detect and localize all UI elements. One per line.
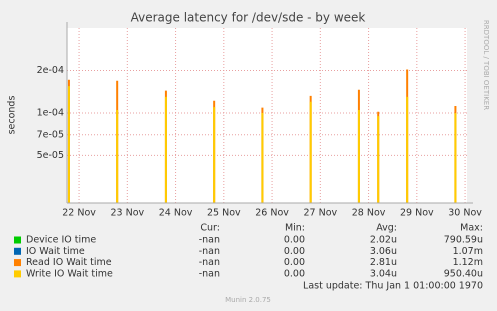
x-tick-label: 28 Nov <box>352 208 386 219</box>
legend-label: IO Wait time <box>26 246 85 257</box>
stat-value: 3.06u <box>370 246 397 257</box>
stat-value: 1.12m <box>453 257 483 268</box>
footer: Munin 2.0.75 <box>225 296 271 304</box>
x-tick-label: 23 Nov <box>110 208 144 219</box>
stat-value: 790.59u <box>444 235 483 246</box>
x-tick-label: 24 Nov <box>159 208 193 219</box>
stat-value: -nan <box>199 246 220 257</box>
stat-value: -nan <box>199 235 220 246</box>
chart-title: Average latency for /dev/sde - by week <box>131 11 366 25</box>
stat-value: 0.00 <box>284 268 305 279</box>
y-tick-label: 7e-05 <box>37 129 64 140</box>
side-label: RRDTOOL / TOBI OETIKER <box>482 20 490 110</box>
y-tick-label: 1e-04 <box>37 107 64 118</box>
stat-header: Cur: <box>200 223 220 234</box>
legend-swatch <box>14 247 21 255</box>
legend-label: Read IO Wait time <box>26 257 112 268</box>
x-tick-label: 27 Nov <box>303 208 337 219</box>
legend-swatch <box>14 259 21 267</box>
stat-value: 1.07m <box>453 246 483 257</box>
stat-value: 2.81u <box>370 257 397 268</box>
stat-value: 3.04u <box>370 268 397 279</box>
x-tick-label: 25 Nov <box>207 208 241 219</box>
stat-value: 2.02u <box>370 235 397 246</box>
x-tick-label: 26 Nov <box>255 208 289 219</box>
stat-value: 0.00 <box>284 235 305 246</box>
legend-swatch <box>14 236 21 244</box>
stat-value: -nan <box>199 268 220 279</box>
stat-value: -nan <box>199 257 220 268</box>
x-tick-label: 22 Nov <box>62 208 96 219</box>
x-tick-label: 29 Nov <box>400 208 434 219</box>
stat-value: 0.00 <box>284 257 305 268</box>
stat-value: 0.00 <box>284 246 305 257</box>
stat-header: Max: <box>460 223 483 234</box>
y-tick-label: 2e-04 <box>37 65 64 76</box>
last-update: Last update: Thu Jan 1 01:00:00 1970 <box>303 281 483 292</box>
y-tick-label: 5e-05 <box>37 150 64 161</box>
stat-header: Avg: <box>376 223 397 234</box>
plot-area <box>67 28 467 203</box>
stat-value: 950.40u <box>444 268 483 279</box>
legend-swatch <box>14 270 21 278</box>
legend-label: Write IO Wait time <box>26 268 113 279</box>
y-axis-label: seconds <box>7 96 18 135</box>
stat-header: Min: <box>285 223 305 234</box>
x-tick-label: 30 Nov <box>448 208 482 219</box>
legend-label: Device IO time <box>26 235 96 246</box>
